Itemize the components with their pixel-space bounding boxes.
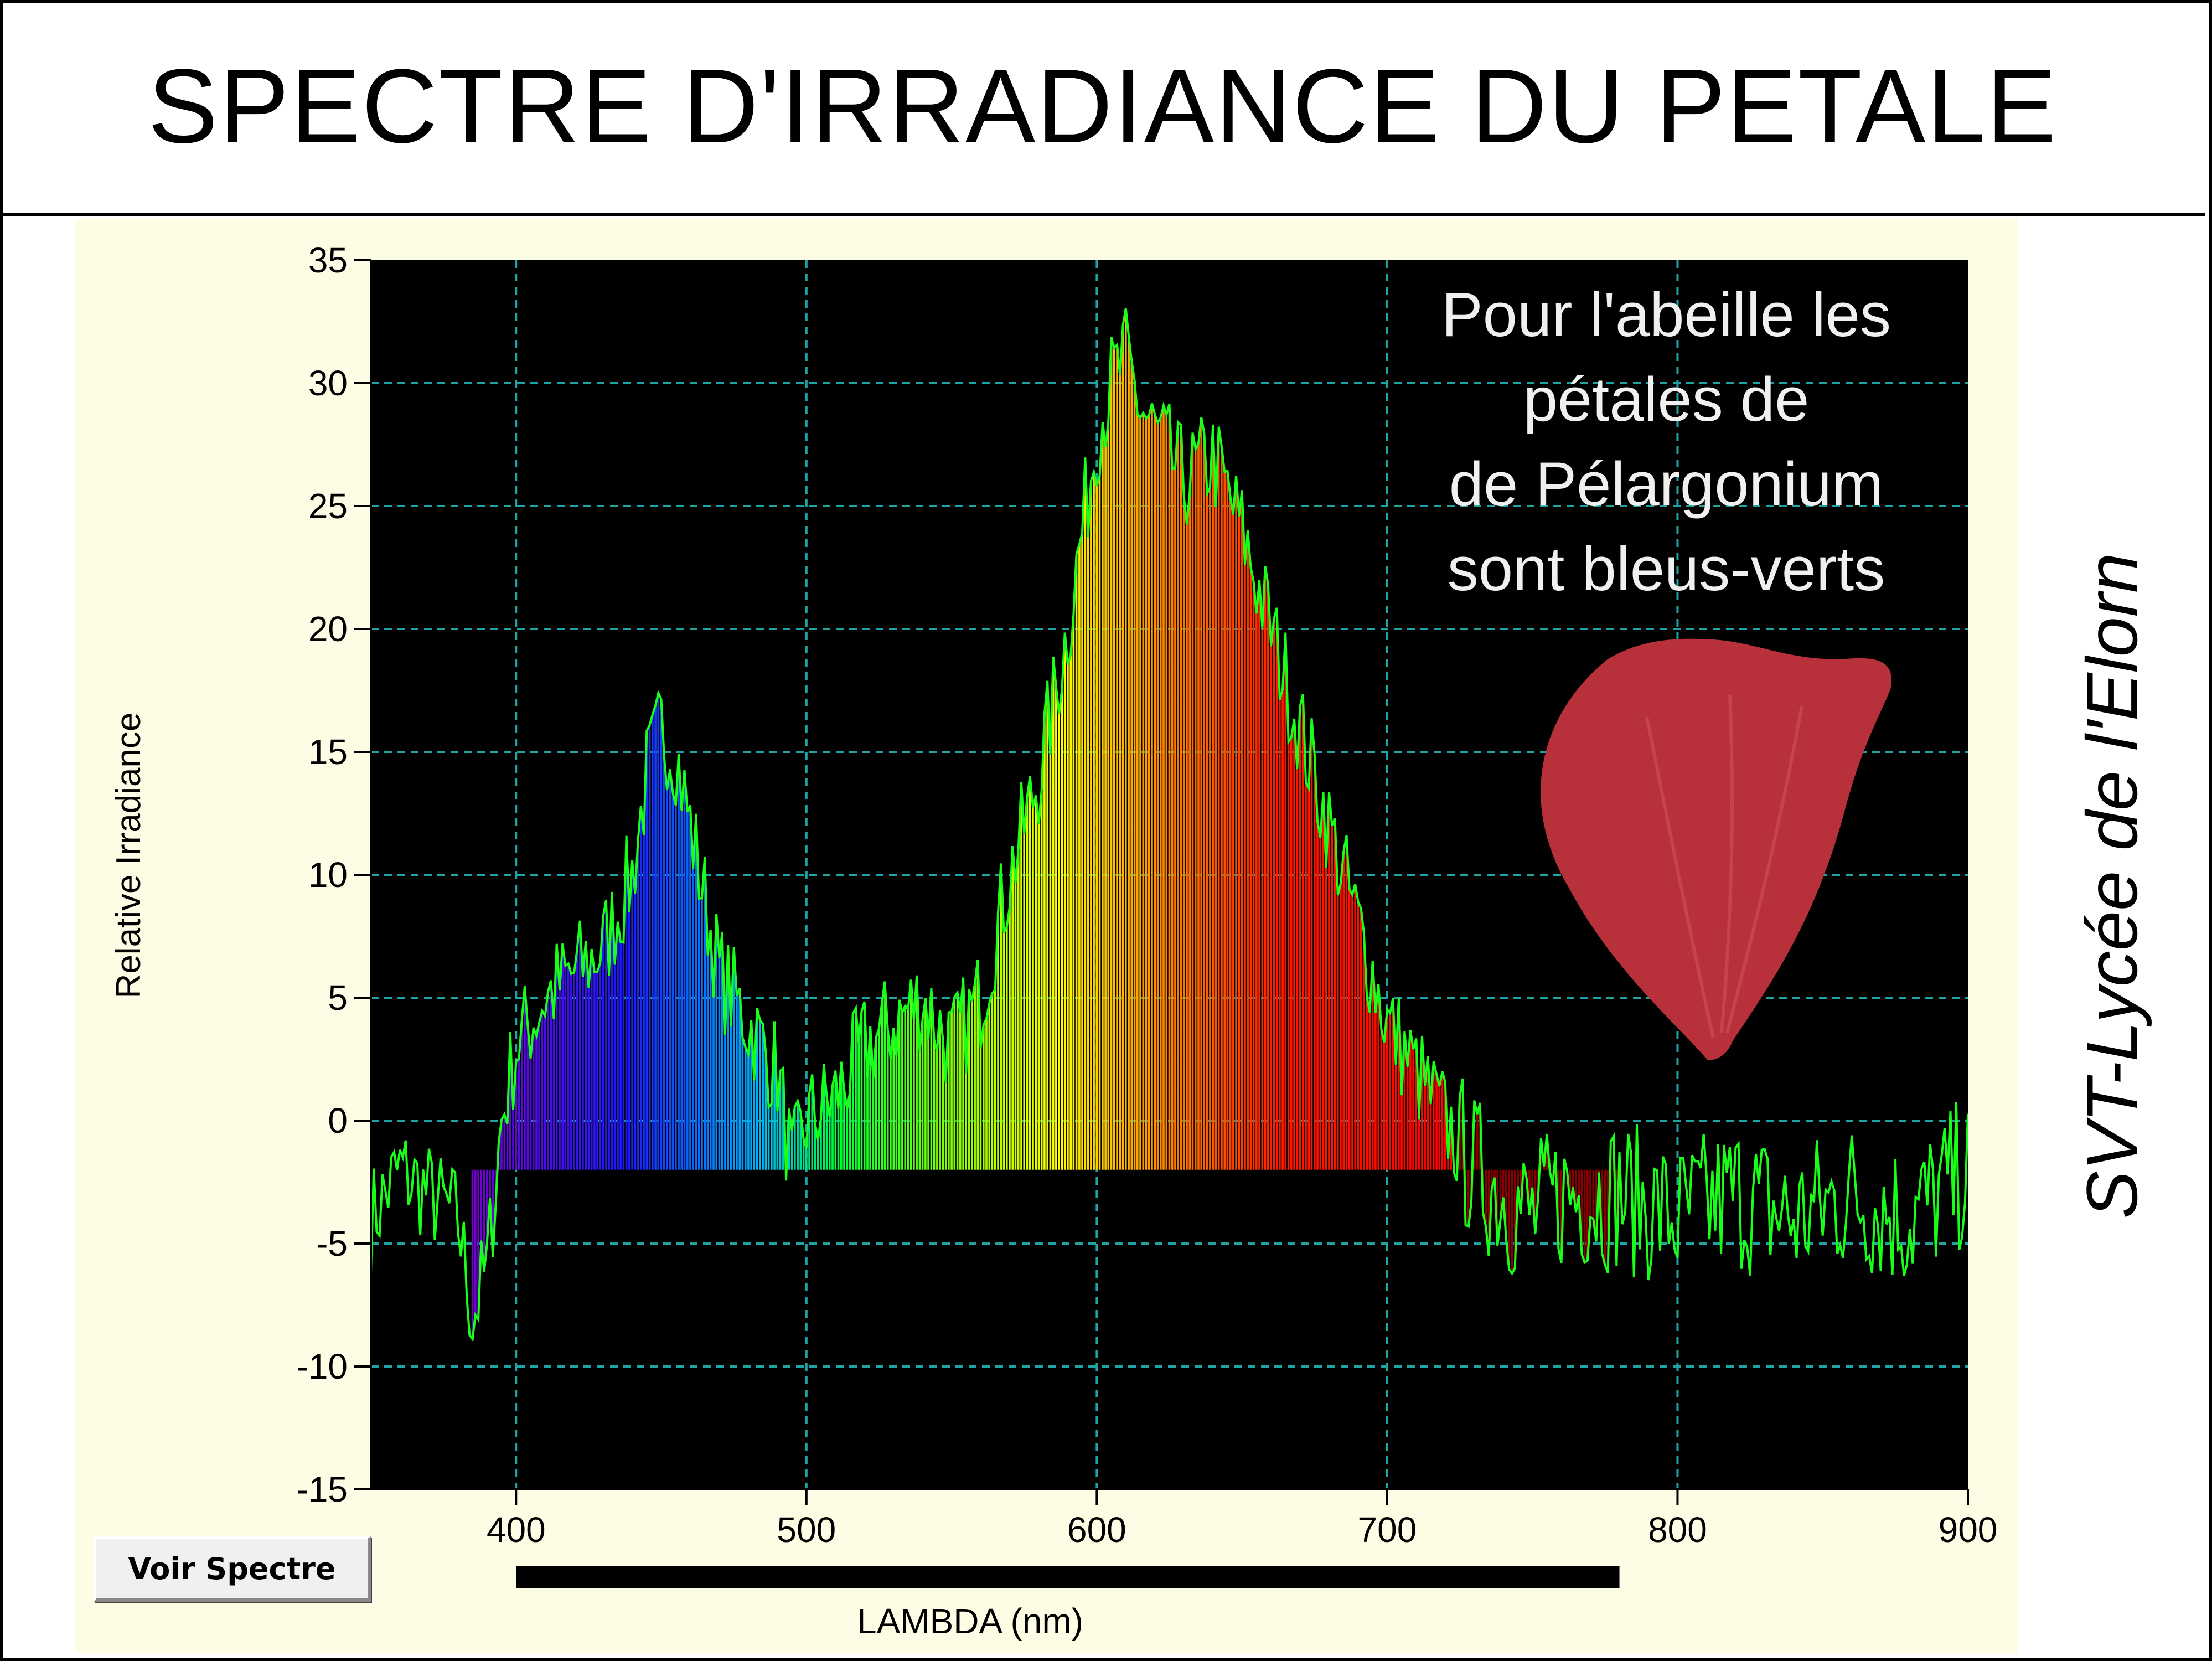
y-tick-label: 20	[308, 609, 348, 649]
petal-image	[1541, 638, 1891, 1060]
y-tick-label: 25	[308, 486, 348, 526]
annotation-line: pétales de	[1523, 365, 1810, 434]
x-tick-label: 400	[487, 1510, 546, 1550]
x-tick-label: 700	[1358, 1510, 1417, 1550]
y-tick-label: 30	[308, 363, 348, 403]
petal-veins	[1645, 694, 1803, 1039]
page-title: SPECTRE D'IRRADIANCE DU PETALE	[147, 48, 2058, 165]
irradiance-chart: 35 30 25 20 15 10 5 0 -5 -10 -15 400 500 600 700 800 900…	[110, 240, 1998, 1641]
x-tick-label: 800	[1648, 1510, 1707, 1550]
x-tick-label: 900	[1939, 1510, 1998, 1550]
plot-area	[371, 308, 1968, 1342]
annotation-line: sont bleus-verts	[1448, 534, 1885, 603]
y-tick-label: -5	[316, 1224, 348, 1263]
annotation-line: Pour l'abeille les	[1441, 280, 1891, 349]
spectrum-fill	[471, 308, 1453, 1339]
y-tick-label: 10	[308, 855, 348, 895]
voir-spectre-button[interactable]: Voir Spectre	[94, 1536, 371, 1602]
petal-shape	[1541, 638, 1891, 1060]
annotation-line: de Pélargonium	[1449, 450, 1884, 519]
y-tick-label: 15	[308, 732, 348, 772]
chart-panel: 35 30 25 20 15 10 5 0 -5 -10 -15 400 500 600 700 800 900…	[75, 219, 2018, 1653]
y-tick-label: 35	[308, 240, 348, 280]
side-label: SVT-Lycée de l'Elorn	[2071, 553, 2152, 1219]
visible-band-bar	[516, 1566, 1620, 1588]
x-tick-label: 600	[1067, 1510, 1126, 1550]
x-tick-label: 500	[777, 1510, 836, 1550]
y-axis-label: Relative Irradiance	[110, 713, 148, 999]
series-line	[371, 308, 1968, 1342]
x-axis-label: LAMBDA (nm)	[857, 1601, 1083, 1641]
y-tick-label: 0	[328, 1101, 348, 1141]
y-tick-label: 5	[328, 978, 348, 1018]
y-tick-label: -15	[297, 1469, 348, 1509]
title-box: SPECTRE D'IRRADIANCE DU PETALE	[0, 0, 2205, 216]
y-tick-label: -10	[297, 1347, 348, 1386]
